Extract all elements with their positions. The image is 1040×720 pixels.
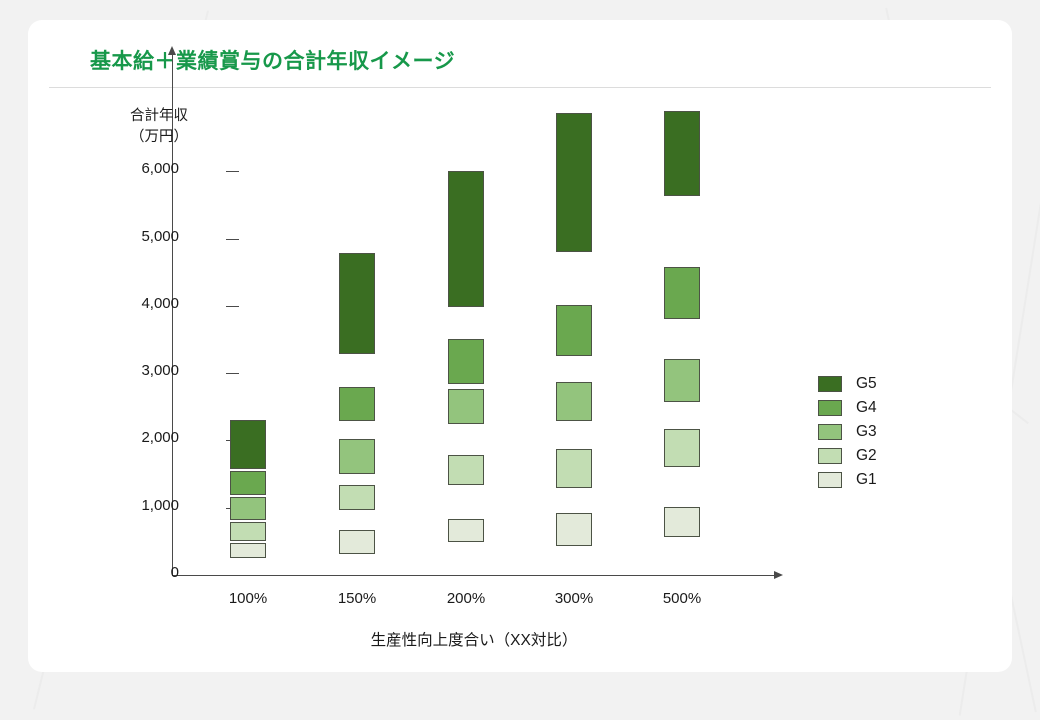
legend-label: G2 — [856, 447, 877, 464]
legend-swatch-icon — [818, 424, 842, 440]
bar-g5-100pct — [230, 420, 266, 470]
legend-swatch-icon — [818, 472, 842, 488]
bar-g2-500pct — [664, 428, 700, 468]
y-axis-title: 合計年収 （万円） — [104, 106, 214, 148]
y-axis-tick-mark — [226, 305, 239, 307]
y-axis-tick-mark — [226, 238, 239, 240]
y-axis-tick-label: 4,000 — [141, 294, 179, 312]
slide-card: 基本給＋業績賞与の合計年収イメージ 合計年収 （万円） 0 1,000 2,000 3… — [28, 20, 1012, 672]
y-axis-tick-label: 5,000 — [141, 227, 179, 245]
bar-g5-150pct — [339, 252, 375, 355]
y-axis-line — [172, 54, 173, 576]
y-axis-tick: 3,000 — [88, 362, 239, 379]
legend-swatch-icon — [818, 448, 842, 464]
y-axis-tick: 2,000 — [88, 429, 239, 446]
x-axis-tick-label: 500% — [662, 590, 702, 607]
bar-g4-300pct — [556, 305, 592, 357]
y-axis-tick-label: 6,000 — [141, 160, 179, 178]
bar-g5-200pct — [448, 170, 484, 308]
x-axis-tick-label: 200% — [446, 590, 486, 607]
bar-g2-100pct — [230, 521, 266, 541]
y-axis-tick: 5,000 — [88, 228, 239, 245]
footer: eoleInc. Copyright©2025 eole Inc. All Ri… — [0, 672, 1040, 720]
y-axis-tick: 6,000 — [88, 160, 239, 177]
legend-item-g5[interactable]: G5 — [818, 372, 877, 396]
bar-g4-500pct — [664, 266, 700, 320]
x-axis-tick-label: 300% — [554, 590, 594, 607]
y-axis-title-line2: （万円） — [130, 129, 188, 145]
y-axis-title-line1: 合計年収 — [130, 108, 188, 124]
legend-item-g4[interactable]: G4 — [818, 396, 877, 420]
y-axis-tick-label: 2,000 — [141, 429, 179, 447]
title-divider — [49, 87, 991, 88]
x-axis-line — [172, 575, 776, 576]
bar-g1-500pct — [664, 507, 700, 537]
y-axis-tick-mark — [226, 373, 239, 375]
legend-label: G4 — [856, 399, 877, 416]
bar-g3-300pct — [556, 381, 592, 421]
y-axis-tick-label: 1,000 — [141, 496, 179, 514]
legend-item-g2[interactable]: G2 — [818, 444, 877, 468]
x-axis-tick-label: 100% — [228, 590, 268, 607]
y-axis-tick-mark — [226, 171, 239, 173]
bar-g3-200pct — [448, 389, 484, 425]
bar-g3-100pct — [230, 496, 266, 521]
y-axis-arrow — [168, 46, 176, 55]
bar-g2-200pct — [448, 454, 484, 485]
legend-label: G1 — [856, 471, 877, 488]
legend-label: G3 — [856, 423, 877, 440]
y-axis-tick: 0 — [88, 564, 179, 581]
legend-swatch-icon — [818, 376, 842, 392]
bar-g1-100pct — [230, 543, 266, 559]
bar-g2-150pct — [339, 484, 375, 511]
bar-g4-200pct — [448, 339, 484, 384]
bar-g1-200pct — [448, 519, 484, 543]
bar-g1-300pct — [556, 513, 592, 547]
x-axis-arrow — [774, 571, 783, 579]
bar-g2-300pct — [556, 449, 592, 489]
legend-swatch-icon — [818, 400, 842, 416]
legend-label: G5 — [856, 375, 877, 392]
y-axis-tick-label: 0 — [170, 564, 179, 581]
bar-g4-100pct — [230, 471, 266, 495]
y-axis-tick-label: 3,000 — [141, 362, 179, 380]
x-axis-title: 生産性向上度合い（XX対比） — [370, 632, 578, 649]
chart-plot-area: 合計年収 （万円） 0 1,000 2,000 3,000 4,000 5,000 6,00… — [28, 20, 1012, 672]
bar-g3-500pct — [664, 358, 700, 403]
x-axis-tick-label: 150% — [337, 590, 377, 607]
chart-legend: G5 G4 G3 G2 G1 — [818, 372, 877, 492]
bar-g1-150pct — [339, 529, 375, 555]
y-axis-tick: 1,000 — [88, 497, 239, 514]
bar-g5-300pct — [556, 112, 592, 252]
legend-item-g1[interactable]: G1 — [818, 468, 877, 492]
bar-g3-150pct — [339, 439, 375, 475]
legend-item-g3[interactable]: G3 — [818, 420, 877, 444]
page-title: 基本給＋業績賞与の合計年収イメージ — [90, 50, 456, 73]
bar-g4-150pct — [339, 387, 375, 421]
y-axis-tick: 4,000 — [88, 295, 239, 312]
bar-g5-500pct — [664, 111, 700, 197]
